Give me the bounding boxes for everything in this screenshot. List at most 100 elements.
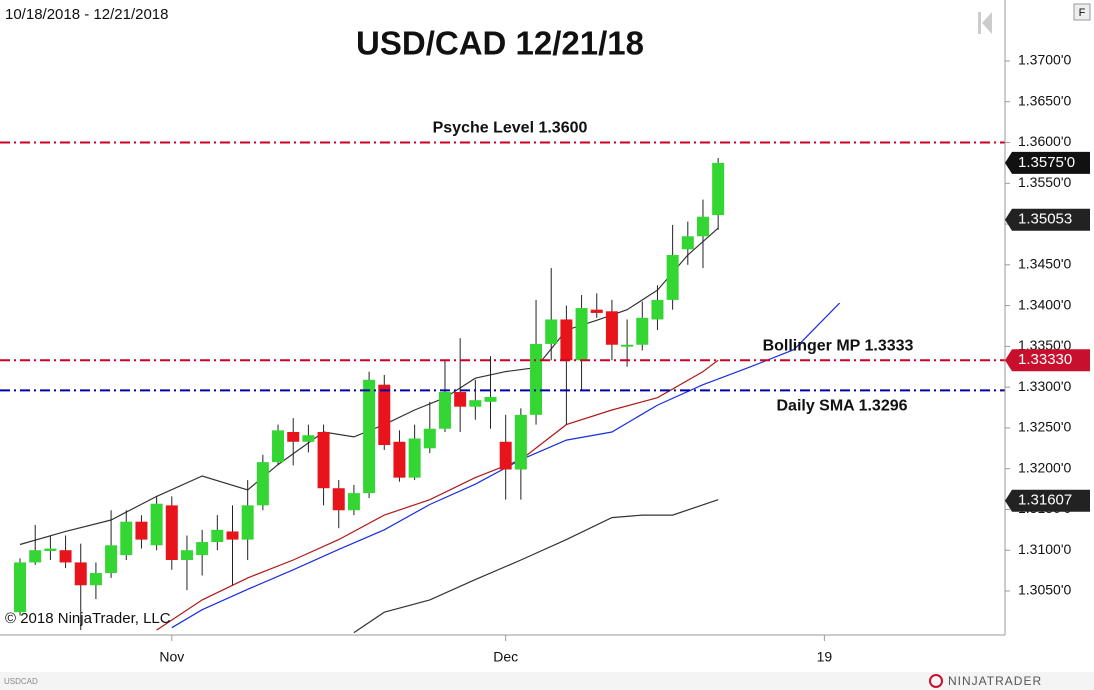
candle bbox=[393, 430, 406, 482]
candle bbox=[241, 480, 254, 560]
y-tick-label: 1.3250'0 bbox=[1018, 419, 1071, 435]
chart-title: USD/CAD 12/21/18 bbox=[356, 25, 644, 62]
candle-body bbox=[272, 430, 285, 463]
candle-body bbox=[590, 309, 603, 313]
y-tick-label: 1.3200'0 bbox=[1018, 459, 1071, 475]
candle bbox=[150, 496, 163, 551]
candle-body bbox=[621, 344, 634, 347]
y-tick-label: 1.3300'0 bbox=[1018, 378, 1071, 394]
candle-body bbox=[89, 573, 102, 586]
candle bbox=[302, 424, 315, 453]
candle bbox=[499, 414, 512, 500]
indicator-line bbox=[353, 499, 719, 634]
format-button[interactable] bbox=[1073, 3, 1091, 21]
candle-body bbox=[347, 493, 360, 511]
candle bbox=[332, 480, 345, 529]
candle-body bbox=[105, 545, 118, 574]
candle-body bbox=[135, 521, 148, 540]
candle-body bbox=[287, 431, 300, 442]
x-tick-label: Nov bbox=[159, 649, 184, 665]
candle-body bbox=[302, 435, 315, 442]
level-label: Psyche Level 1.3600 bbox=[433, 120, 588, 137]
candle-body bbox=[44, 548, 57, 552]
candle bbox=[560, 305, 573, 425]
candle bbox=[44, 535, 57, 560]
y-tick-label: 1.3650'0 bbox=[1018, 92, 1071, 108]
brand-name: NINJATRADER bbox=[948, 674, 1042, 688]
candle-body bbox=[408, 438, 421, 478]
price-tag-label: 1.31607 bbox=[1018, 492, 1072, 509]
y-tick-label: 1.3100'0 bbox=[1018, 541, 1071, 557]
candle bbox=[196, 529, 209, 576]
y-tick-label: 1.3550'0 bbox=[1018, 174, 1071, 190]
y-tick-label: 1.3350'0 bbox=[1018, 337, 1071, 353]
candle bbox=[469, 379, 482, 420]
candle bbox=[514, 408, 527, 500]
candle bbox=[530, 299, 543, 425]
candle bbox=[712, 158, 725, 230]
candle bbox=[135, 515, 148, 549]
candle-body bbox=[605, 311, 618, 345]
candle-body bbox=[696, 216, 709, 237]
candle-body bbox=[499, 441, 512, 470]
format-button-label[interactable]: F bbox=[1079, 7, 1086, 19]
candle bbox=[363, 371, 376, 499]
candle bbox=[105, 510, 118, 578]
candle-body bbox=[393, 441, 406, 478]
candle-body bbox=[423, 428, 436, 449]
y-tick-label: 1.3050'0 bbox=[1018, 582, 1071, 598]
candle bbox=[545, 268, 558, 361]
candle bbox=[272, 424, 285, 466]
candle bbox=[256, 454, 269, 511]
candle-body bbox=[514, 414, 527, 470]
candle-body bbox=[530, 343, 543, 415]
candle-body bbox=[74, 562, 87, 586]
candle-body bbox=[636, 317, 649, 345]
candle-body bbox=[438, 392, 451, 429]
status-bar bbox=[0, 672, 1094, 690]
candle-body bbox=[651, 299, 664, 320]
rewind-icon[interactable] bbox=[978, 12, 992, 34]
candle bbox=[74, 543, 87, 631]
price-tag bbox=[1005, 151, 1090, 174]
price-tag bbox=[1005, 489, 1090, 512]
candle bbox=[636, 301, 649, 351]
candle bbox=[666, 224, 679, 310]
candle bbox=[696, 199, 709, 269]
indicator-line bbox=[171, 302, 841, 629]
candle-body bbox=[469, 400, 482, 407]
candle-body bbox=[211, 529, 224, 543]
candle-body bbox=[484, 396, 497, 402]
candle bbox=[29, 524, 42, 565]
candle bbox=[590, 293, 603, 318]
candle-body bbox=[378, 384, 391, 446]
level-label: Bollinger MP 1.3333 bbox=[763, 337, 914, 354]
candle bbox=[89, 562, 102, 600]
candle-body bbox=[681, 236, 694, 250]
candle bbox=[438, 360, 451, 432]
candle-body bbox=[545, 319, 558, 344]
brand-logo bbox=[929, 674, 943, 688]
candle-body bbox=[29, 550, 42, 563]
candle bbox=[423, 401, 436, 454]
candle-body bbox=[666, 255, 679, 300]
x-tick-label: Dec bbox=[493, 649, 518, 665]
candle-body bbox=[454, 392, 467, 407]
candle-body bbox=[14, 562, 27, 613]
y-tick-label: 1.3600'0 bbox=[1018, 133, 1071, 149]
candle bbox=[226, 505, 239, 586]
candle-body bbox=[256, 462, 269, 506]
x-tick-label: 19 bbox=[817, 649, 833, 665]
candle-body bbox=[560, 319, 573, 361]
symbol-label: USDCAD bbox=[4, 677, 38, 686]
indicator-line bbox=[156, 359, 719, 631]
y-tick-label: 1.3700'0 bbox=[1018, 52, 1071, 68]
candle bbox=[651, 285, 664, 331]
candle-body bbox=[165, 505, 178, 560]
price-tag bbox=[1005, 349, 1090, 372]
candle bbox=[347, 484, 360, 516]
candle-body bbox=[317, 431, 330, 489]
candle bbox=[211, 515, 224, 551]
